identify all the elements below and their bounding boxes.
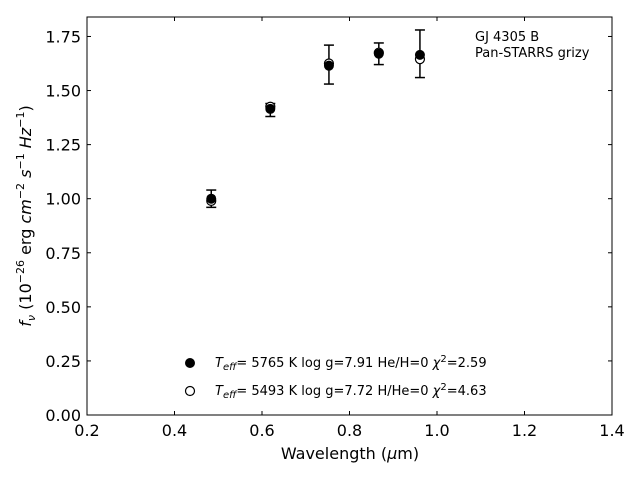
annotation-survey: Pan-STARRS grizy — [475, 46, 590, 61]
filled-circle-point — [323, 60, 334, 71]
y-axis-label: fν (10−26 erg cm−2 s−1 Hz−1) — [14, 105, 38, 326]
x-tick-label: 0.4 — [162, 421, 187, 440]
x-axis-label: Wavelength (μm) — [281, 444, 419, 463]
y-tick-label: 0.75 — [45, 244, 81, 263]
legend: Teff= 5765 K log g=7.91 He/H=0 χ2=2.59 T… — [184, 354, 487, 401]
filled-circle-point — [206, 193, 217, 204]
legend-entry-filled: Teff= 5765 K log g=7.91 He/H=0 χ2=2.59 — [215, 354, 487, 373]
y-tick-label: 0.00 — [45, 406, 81, 425]
x-tick-label: 1.2 — [512, 421, 537, 440]
y-tick-label: 0.25 — [45, 352, 81, 371]
y-tick-label: 1.25 — [45, 136, 81, 155]
marks-layer — [206, 29, 426, 209]
filled-circle-point — [265, 103, 276, 114]
x-tick-label: 0.6 — [249, 421, 274, 440]
annotation-object: GJ 4305 B — [475, 30, 539, 45]
legend-marker-filled — [185, 358, 195, 368]
legend-marker-open — [184, 385, 196, 397]
filled-circle-point — [373, 48, 384, 59]
y-tick-label: 1.75 — [45, 27, 81, 46]
filled-circle-point — [414, 49, 425, 60]
ticks-layer: 0.2 0.4 0.6 0.8 1.0 1.2 1.4 0.00 0.25 0.50 0.75 1.0… — [45, 17, 625, 440]
svg-text:fν (10−26 erg cm−2 s−1 Hz−1): fν (10−26 erg cm−2 s−1 Hz−1) — [14, 105, 38, 326]
x-tick-label: 1.0 — [424, 421, 449, 440]
x-tick-label: 0.8 — [337, 421, 362, 440]
y-tick-label: 0.50 — [45, 298, 81, 317]
y-tick-label: 1.50 — [45, 82, 81, 101]
x-tick-label: 1.4 — [599, 421, 624, 440]
y-tick-label: 1.00 — [45, 190, 81, 209]
x-tick-label: 0.2 — [74, 421, 99, 440]
legend-entry-open: Teff= 5493 K log g=7.72 H/He=0 χ2=4.63 — [215, 382, 487, 401]
